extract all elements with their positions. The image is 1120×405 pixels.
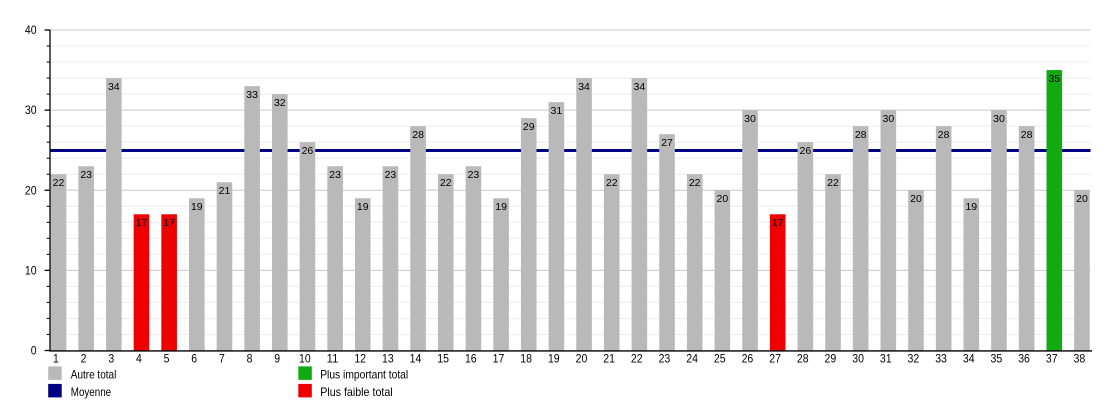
svg-text:30: 30	[882, 113, 894, 125]
svg-text:40: 40	[25, 23, 37, 37]
svg-text:37: 37	[1046, 352, 1058, 366]
svg-text:38: 38	[1074, 352, 1086, 366]
svg-text:35: 35	[1048, 73, 1060, 85]
svg-text:19: 19	[191, 201, 203, 213]
svg-text:15: 15	[437, 352, 449, 366]
svg-text:19: 19	[965, 201, 977, 213]
svg-text:28: 28	[855, 129, 867, 141]
svg-text:26: 26	[742, 352, 754, 366]
svg-text:Autre total: Autre total	[71, 368, 117, 382]
svg-text:31: 31	[880, 352, 892, 366]
svg-text:7: 7	[219, 352, 225, 366]
svg-text:32: 32	[274, 97, 286, 109]
svg-text:21: 21	[603, 352, 615, 366]
svg-text:19: 19	[495, 201, 507, 213]
svg-text:9: 9	[274, 352, 280, 366]
svg-text:32: 32	[908, 352, 920, 366]
svg-text:14: 14	[410, 352, 422, 366]
svg-text:20: 20	[910, 193, 922, 205]
svg-text:22: 22	[53, 177, 65, 189]
svg-text:23: 23	[80, 169, 92, 181]
svg-text:20: 20	[25, 183, 37, 197]
svg-text:28: 28	[797, 352, 809, 366]
svg-text:11: 11	[327, 352, 339, 366]
svg-text:30: 30	[744, 113, 756, 125]
svg-text:23: 23	[659, 352, 671, 366]
svg-text:36: 36	[1018, 352, 1030, 366]
svg-text:30: 30	[993, 113, 1005, 125]
svg-text:22: 22	[440, 177, 452, 189]
svg-text:28: 28	[938, 129, 950, 141]
svg-text:23: 23	[385, 169, 397, 181]
svg-text:17: 17	[493, 352, 505, 366]
svg-text:1: 1	[53, 352, 59, 366]
svg-text:21: 21	[219, 185, 231, 197]
svg-text:5: 5	[164, 352, 170, 366]
svg-text:29: 29	[825, 352, 837, 366]
svg-text:19: 19	[548, 352, 560, 366]
svg-text:3: 3	[108, 352, 114, 366]
svg-text:20: 20	[717, 193, 729, 205]
svg-text:10: 10	[299, 352, 311, 366]
svg-text:18: 18	[520, 352, 532, 366]
svg-text:17: 17	[163, 217, 175, 229]
svg-text:33: 33	[935, 352, 947, 366]
svg-text:34: 34	[578, 81, 590, 93]
svg-text:8: 8	[247, 352, 253, 366]
svg-text:34: 34	[634, 81, 646, 93]
svg-text:16: 16	[465, 352, 477, 366]
svg-text:19: 19	[357, 201, 369, 213]
svg-text:34: 34	[963, 352, 975, 366]
svg-text:29: 29	[523, 121, 535, 133]
svg-text:20: 20	[1076, 193, 1088, 205]
svg-text:Plus important total: Plus important total	[320, 368, 408, 382]
svg-text:10: 10	[25, 263, 37, 277]
svg-text:26: 26	[800, 145, 812, 157]
svg-text:23: 23	[468, 169, 480, 181]
svg-text:30: 30	[25, 103, 37, 117]
svg-text:27: 27	[769, 352, 781, 366]
svg-text:31: 31	[551, 105, 563, 117]
svg-text:35: 35	[991, 352, 1003, 366]
svg-text:22: 22	[606, 177, 618, 189]
svg-text:22: 22	[689, 177, 701, 189]
svg-text:22: 22	[631, 352, 643, 366]
svg-text:26: 26	[302, 145, 314, 157]
svg-text:2: 2	[81, 352, 87, 366]
svg-text:13: 13	[382, 352, 394, 366]
svg-text:17: 17	[136, 217, 148, 229]
svg-text:27: 27	[661, 137, 673, 149]
svg-text:6: 6	[191, 352, 197, 366]
svg-text:4: 4	[136, 352, 142, 366]
svg-text:34: 34	[108, 81, 120, 93]
svg-text:23: 23	[329, 169, 341, 181]
svg-text:0: 0	[31, 344, 37, 358]
svg-text:12: 12	[354, 352, 366, 366]
svg-text:17: 17	[772, 217, 784, 229]
svg-text:Plus faible total: Plus faible total	[320, 385, 393, 399]
svg-text:28: 28	[1021, 129, 1033, 141]
svg-text:Moyenne: Moyenne	[71, 385, 112, 399]
svg-text:33: 33	[246, 89, 258, 101]
svg-text:20: 20	[576, 352, 588, 366]
svg-text:28: 28	[412, 129, 424, 141]
svg-text:30: 30	[852, 352, 864, 366]
svg-text:24: 24	[686, 352, 698, 366]
svg-text:22: 22	[827, 177, 839, 189]
svg-text:25: 25	[714, 352, 726, 366]
